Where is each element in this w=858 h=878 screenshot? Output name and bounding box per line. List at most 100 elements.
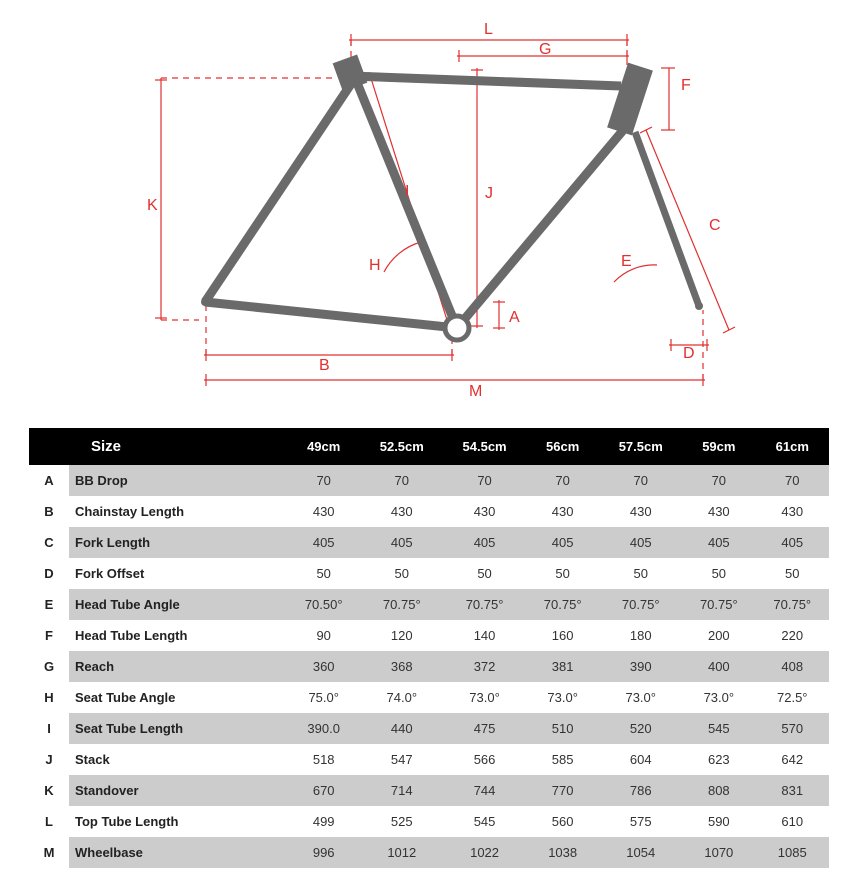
cell-value: 786 — [599, 775, 682, 806]
cell-value: 180 — [599, 620, 682, 651]
cell-value: 525 — [360, 806, 443, 837]
cell-value: 1085 — [756, 837, 829, 868]
cell-value: 405 — [756, 527, 829, 558]
cell-value: 1012 — [360, 837, 443, 868]
row-letter: A — [29, 465, 69, 496]
cell-value: 72.5° — [756, 682, 829, 713]
col-header: 49cm — [287, 428, 360, 465]
row-letter: H — [29, 682, 69, 713]
cell-value: 560 — [526, 806, 599, 837]
cell-value: 430 — [526, 496, 599, 527]
table-row: HSeat Tube Angle75.0°74.0°73.0°73.0°73.0… — [29, 682, 829, 713]
cell-value: 808 — [682, 775, 755, 806]
row-param: Top Tube Length — [69, 806, 287, 837]
cell-value: 570 — [756, 713, 829, 744]
cell-value: 545 — [682, 713, 755, 744]
cell-value: 220 — [756, 620, 829, 651]
row-param: Wheelbase — [69, 837, 287, 868]
cell-value: 430 — [599, 496, 682, 527]
cell-value: 70.75° — [526, 589, 599, 620]
cell-value: 430 — [682, 496, 755, 527]
cell-value: 744 — [443, 775, 526, 806]
cell-value: 70.75° — [756, 589, 829, 620]
row-letter: F — [29, 620, 69, 651]
cell-value: 430 — [756, 496, 829, 527]
cell-value: 405 — [599, 527, 682, 558]
cell-value: 430 — [443, 496, 526, 527]
cell-value: 770 — [526, 775, 599, 806]
cell-value: 520 — [599, 713, 682, 744]
cell-value: 50 — [682, 558, 755, 589]
row-param: Standover — [69, 775, 287, 806]
cell-value: 368 — [360, 651, 443, 682]
cell-value: 70 — [287, 465, 360, 496]
cell-value: 50 — [360, 558, 443, 589]
table-row: CFork Length405405405405405405405 — [29, 527, 829, 558]
table-row: BChainstay Length430430430430430430430 — [29, 496, 829, 527]
size-header: Size — [69, 428, 287, 465]
table-row: LTop Tube Length499525545560575590610 — [29, 806, 829, 837]
cell-value: 405 — [443, 527, 526, 558]
dim-label-j: J — [485, 185, 493, 202]
cell-value: 70 — [599, 465, 682, 496]
col-header: 52.5cm — [360, 428, 443, 465]
cell-value: 408 — [756, 651, 829, 682]
row-letter: D — [29, 558, 69, 589]
table-row: GReach360368372381390400408 — [29, 651, 829, 682]
row-param: Stack — [69, 744, 287, 775]
cell-value: 390 — [599, 651, 682, 682]
dim-label-d: D — [683, 345, 695, 362]
col-header: 61cm — [756, 428, 829, 465]
cell-value: 70.50° — [287, 589, 360, 620]
cell-value: 70 — [682, 465, 755, 496]
cell-value: 405 — [287, 527, 360, 558]
cell-value: 547 — [360, 744, 443, 775]
cell-value: 566 — [443, 744, 526, 775]
cell-value: 1022 — [443, 837, 526, 868]
row-param: Reach — [69, 651, 287, 682]
table-row: MWheelbase996101210221038105410701085 — [29, 837, 829, 868]
cell-value: 642 — [756, 744, 829, 775]
dim-label-b: B — [319, 357, 330, 374]
cell-value: 714 — [360, 775, 443, 806]
row-param: Seat Tube Angle — [69, 682, 287, 713]
row-param: Head Tube Angle — [69, 589, 287, 620]
cell-value: 160 — [526, 620, 599, 651]
row-param: Chainstay Length — [69, 496, 287, 527]
row-letter: C — [29, 527, 69, 558]
cell-value: 120 — [360, 620, 443, 651]
table-row: ABB Drop70707070707070 — [29, 465, 829, 496]
row-letter: B — [29, 496, 69, 527]
cell-value: 545 — [443, 806, 526, 837]
cell-value: 430 — [287, 496, 360, 527]
cell-value: 575 — [599, 806, 682, 837]
cell-value: 670 — [287, 775, 360, 806]
cell-value: 73.0° — [526, 682, 599, 713]
geometry-diagram: K L G F C D E H I J A B M — [69, 10, 789, 410]
cell-value: 360 — [287, 651, 360, 682]
cell-value: 831 — [756, 775, 829, 806]
cell-value: 50 — [756, 558, 829, 589]
dim-label-k: K — [147, 197, 158, 214]
dim-label-c: C — [709, 217, 721, 234]
cell-value: 1054 — [599, 837, 682, 868]
cell-value: 372 — [443, 651, 526, 682]
cell-value: 70 — [756, 465, 829, 496]
cell-value: 75.0° — [287, 682, 360, 713]
geometry-table: Size 49cm 52.5cm 54.5cm 56cm 57.5cm 59cm… — [29, 428, 829, 868]
cell-value: 1038 — [526, 837, 599, 868]
cell-value: 405 — [360, 527, 443, 558]
row-letter: G — [29, 651, 69, 682]
cell-value: 50 — [287, 558, 360, 589]
cell-value: 585 — [526, 744, 599, 775]
row-letter: I — [29, 713, 69, 744]
cell-value: 73.0° — [599, 682, 682, 713]
dim-label-f: F — [681, 77, 691, 94]
row-param: Fork Length — [69, 527, 287, 558]
cell-value: 405 — [526, 527, 599, 558]
cell-value: 200 — [682, 620, 755, 651]
cell-value: 610 — [756, 806, 829, 837]
col-header: 57.5cm — [599, 428, 682, 465]
dim-label-l: L — [484, 21, 493, 38]
cell-value: 74.0° — [360, 682, 443, 713]
